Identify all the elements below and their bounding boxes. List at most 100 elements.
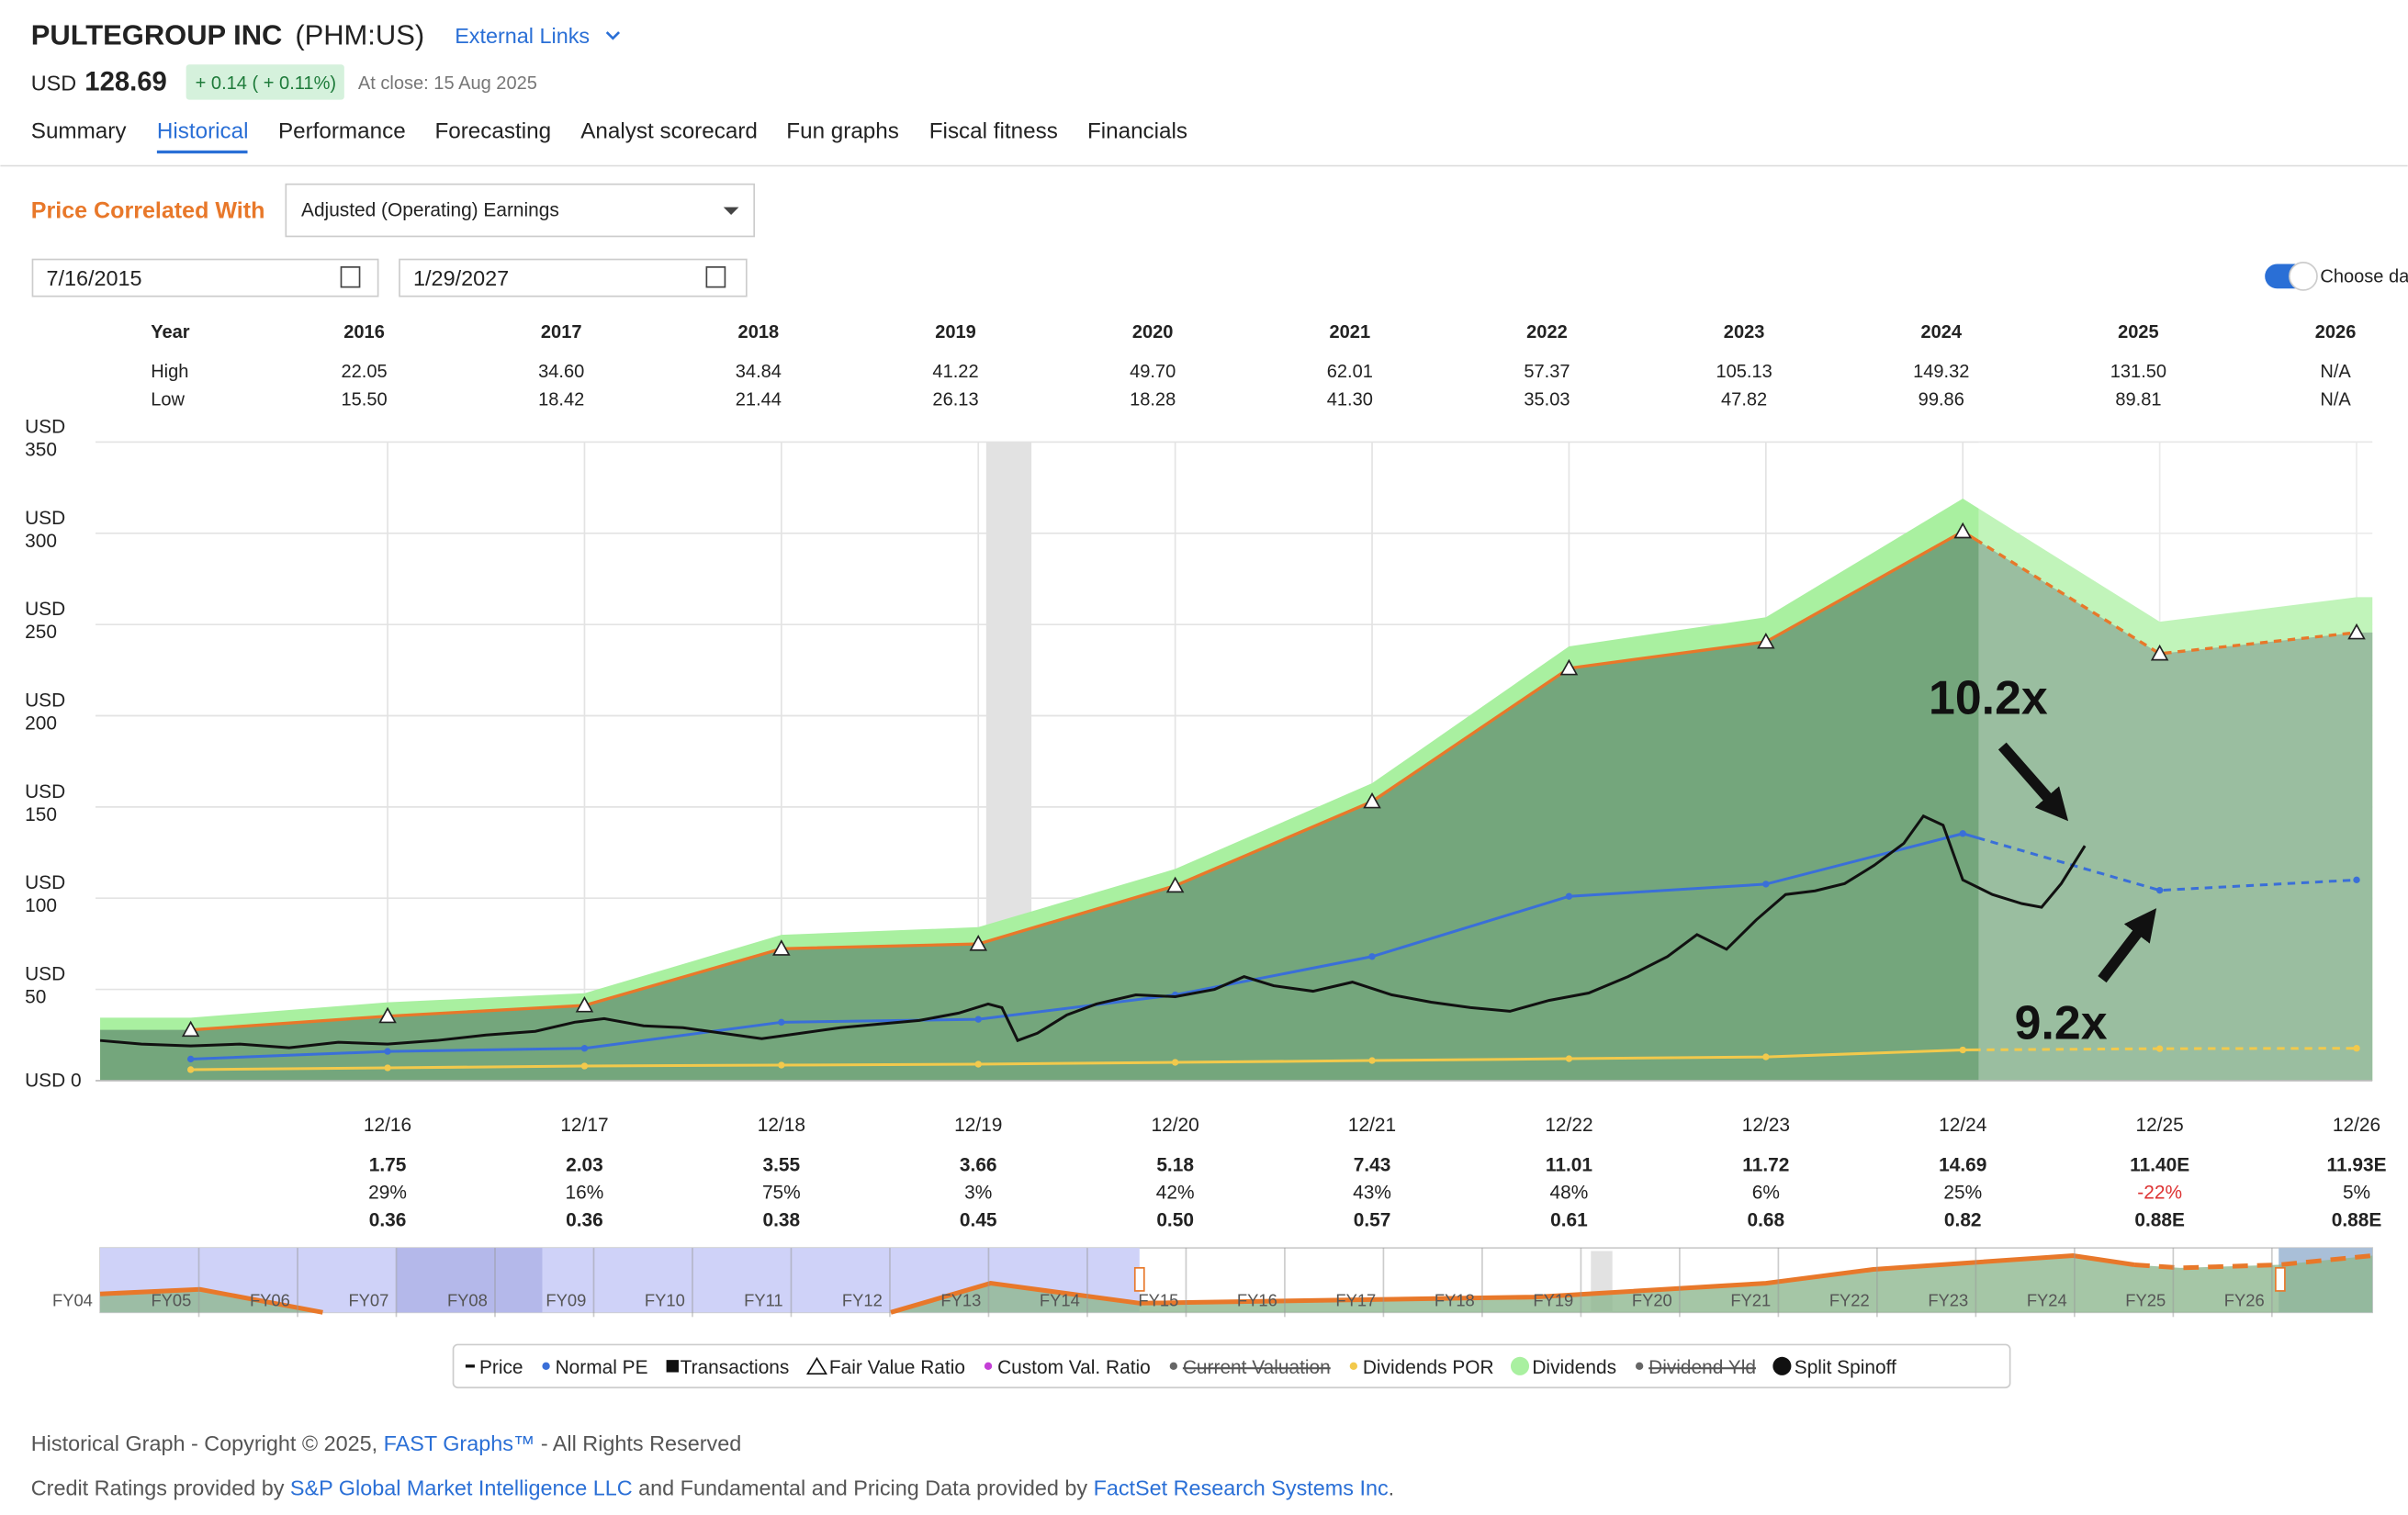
footer-link[interactable]: FAST Graphs™ (384, 1431, 535, 1455)
select-caret (723, 207, 739, 216)
footer-text: Historical Graph - Copyright © 2025, (31, 1431, 384, 1455)
legend-label[interactable]: Dividends (1532, 1357, 1616, 1378)
external-links[interactable]: External Links (455, 24, 590, 48)
tab[interactable]: Fiscal fitness (929, 118, 1058, 143)
table-cell: 18.28 (1130, 389, 1176, 410)
legend-marker (1349, 1362, 1358, 1371)
tab[interactable]: Financials (1087, 118, 1187, 143)
select[interactable] (285, 183, 756, 238)
x-tick-label: 12/18 (758, 1115, 805, 1136)
earnings-growth: 25% (1943, 1183, 1982, 1204)
earnings-dividends: 0.68 (1748, 1210, 1785, 1231)
series-point (1959, 830, 1966, 837)
legend-box (452, 1343, 2011, 1389)
tab[interactable]: Summary (31, 118, 128, 143)
y-tick-label: USD 100 (25, 872, 71, 916)
y-tick-label-part: 200 (25, 713, 57, 735)
change-badge (186, 64, 344, 100)
end-date[interactable] (399, 258, 748, 297)
earnings-growth: 29% (368, 1183, 407, 1204)
earnings-dividends: 0.36 (369, 1210, 407, 1231)
x-tick-label: 12/23 (1742, 1115, 1790, 1136)
table-cell: 15.50 (341, 389, 387, 410)
earnings-eps: 14.69 (1939, 1155, 1986, 1176)
fair-value-marker (181, 1020, 200, 1038)
fair-value-marker (772, 939, 791, 956)
footer-text: . (1389, 1476, 1395, 1499)
table-cell: 47.82 (1721, 389, 1767, 410)
legend-marker (1510, 1356, 1530, 1375)
legend-label[interactable]: Custom Val. Ratio (997, 1357, 1151, 1378)
y-tick-label-part: USD (25, 964, 71, 985)
nav-handle[interactable] (2275, 1267, 2286, 1292)
nav-label: FY17 (1335, 1291, 1376, 1310)
annotation: 10.2x (1929, 670, 2048, 724)
arrow (2098, 908, 2157, 983)
nav-label: FY25 (2125, 1291, 2166, 1310)
nav-label: FY24 (2027, 1291, 2067, 1310)
table-cell: 2025 (2118, 322, 2159, 342)
start-date[interactable] (31, 258, 379, 297)
legend-label[interactable]: Dividends POR (1363, 1357, 1494, 1378)
fair-value-marker (1953, 522, 1973, 539)
legend-label[interactable]: Current Valuation (1183, 1357, 1331, 1378)
legend-label[interactable]: Normal PE (556, 1357, 648, 1378)
y-tick-label-part: 300 (25, 531, 57, 552)
series-point (186, 1066, 195, 1073)
table-cell: 2021 (1330, 322, 1371, 342)
nav-label: FY09 (546, 1291, 586, 1310)
tab[interactable]: Analyst scorecard (580, 118, 758, 143)
table-cell: 21.44 (736, 389, 782, 410)
chevron (605, 31, 621, 40)
toggle-label: Choose da (2320, 267, 2408, 287)
table-cell: 2016 (343, 322, 385, 342)
tab[interactable]: Forecasting (434, 118, 551, 143)
table-row-label: Year (151, 322, 190, 342)
nav-label: FY06 (250, 1291, 290, 1310)
tab[interactable]: Fun graphs (786, 118, 899, 143)
legend-label[interactable]: Split Spinoff (1795, 1357, 1896, 1378)
series-point (778, 1061, 785, 1069)
nav-history-dark (396, 1248, 543, 1313)
earnings-eps: 7.43 (1354, 1155, 1391, 1176)
nav-handle[interactable] (1133, 1267, 1145, 1292)
legend-label[interactable]: Fair Value Ratio (829, 1357, 965, 1378)
series-point (2353, 876, 2360, 884)
table-cell: 26.13 (932, 389, 978, 410)
footer-link[interactable]: S&P Global Market Intelligence LLC (290, 1476, 633, 1499)
earnings-eps: 3.66 (960, 1155, 997, 1176)
calendar-icon (705, 266, 726, 288)
y-tick-label-part: 100 (25, 895, 57, 916)
tab[interactable]: Historical (157, 118, 249, 143)
y-tick-label-part: USD (25, 416, 71, 437)
nav-label: FY10 (645, 1291, 685, 1310)
footer-text: Credit Ratings provided by (31, 1476, 290, 1499)
series-point (1762, 881, 1770, 888)
table-row-label: Low (151, 389, 185, 410)
series-point (778, 1018, 785, 1026)
x-tick-label: 12/24 (1939, 1115, 1986, 1136)
nav-label: FY05 (151, 1291, 191, 1310)
x-tick-label: 12/26 (2333, 1115, 2380, 1136)
footer-link[interactable]: FactSet Research Systems Inc (1094, 1476, 1389, 1499)
tabs: Summary Historical Performance Forecasting A… (31, 118, 1187, 154)
series-line (190, 832, 1979, 1060)
series-line (99, 814, 2087, 1049)
calendar-icon (340, 266, 361, 288)
toggle-knob (2289, 262, 2318, 291)
legend-label[interactable]: Transactions (681, 1357, 790, 1378)
earnings-dividends: 0.50 (1156, 1210, 1194, 1231)
legend-label[interactable]: Price (479, 1357, 523, 1378)
table-cell: 22.05 (341, 362, 387, 382)
series-point (2155, 886, 2164, 894)
series-point (1959, 1046, 1966, 1054)
tab[interactable]: Performance (278, 118, 406, 143)
legend-label[interactable]: Dividend Yld (1648, 1357, 1756, 1378)
year-table: Year 2016 2017 2018 2019 2020 2021 2022 2023 2024… (151, 322, 2356, 410)
legend: Price Normal PE Transactions Fair Value Rat… (465, 1356, 1896, 1378)
y-tick-label-part: 150 (25, 804, 57, 825)
tab-underline (156, 150, 248, 154)
nav-label: FY16 (1237, 1291, 1277, 1310)
